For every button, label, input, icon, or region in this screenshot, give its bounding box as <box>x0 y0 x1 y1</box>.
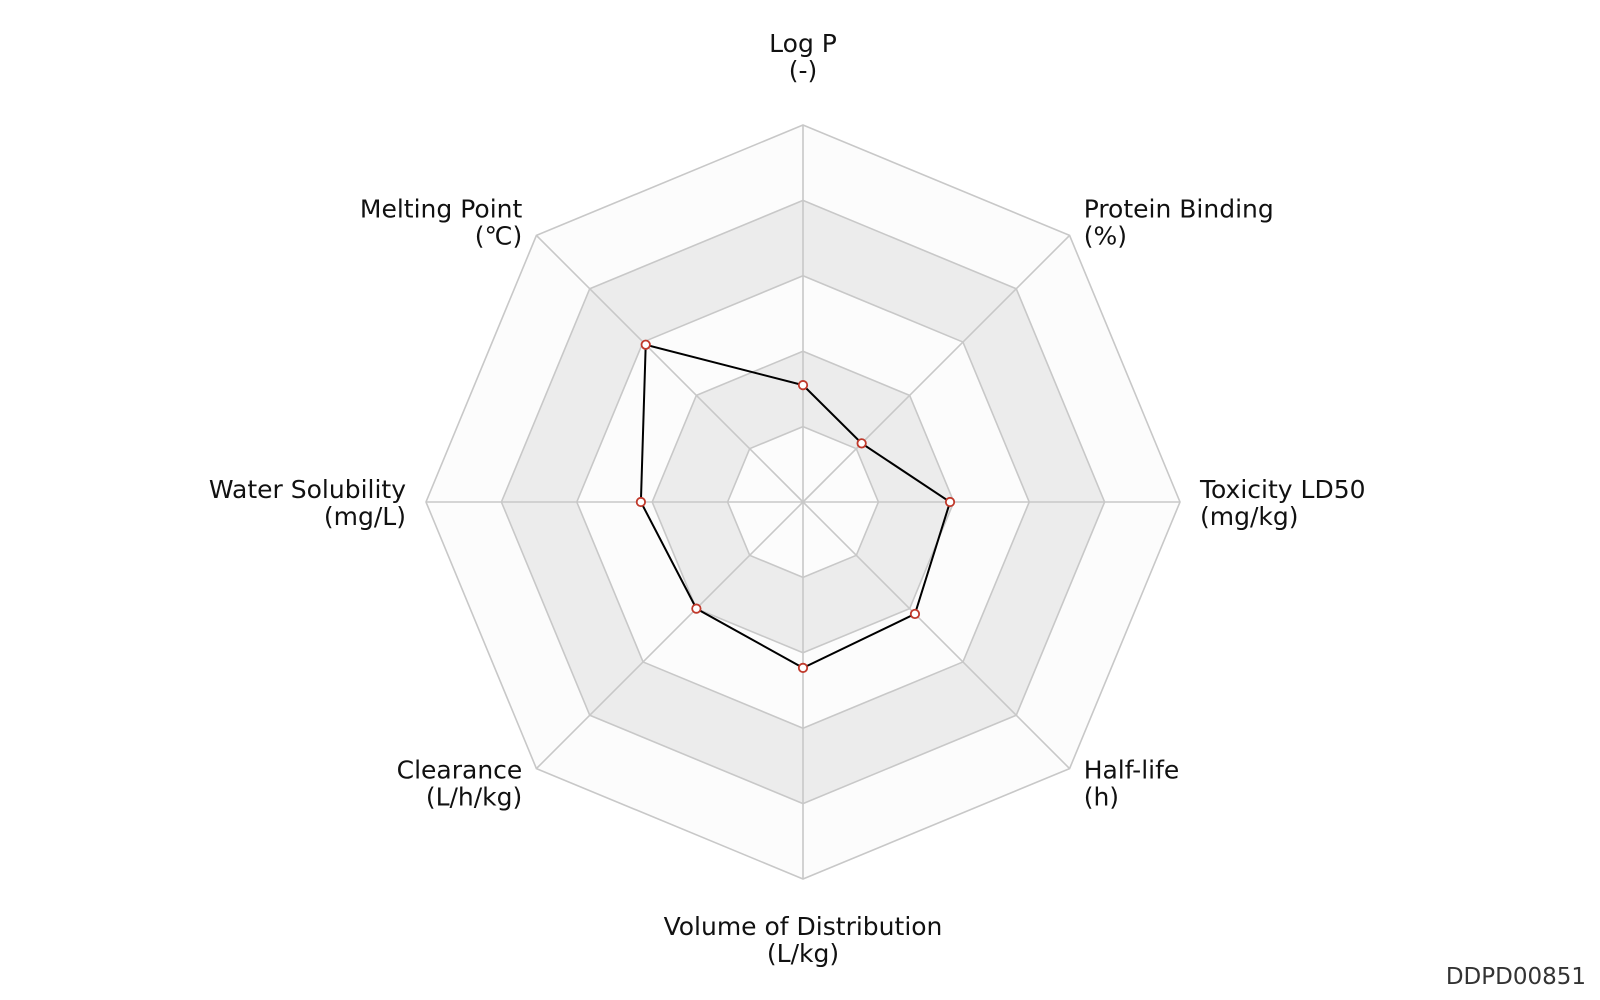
axis-spoke-1 <box>802 234 1071 503</box>
axis-unit-5: (L/h/kg) <box>426 783 522 812</box>
axis-spoke-7 <box>535 234 804 503</box>
axis-unit-7: (℃) <box>475 221 523 250</box>
axis-labels: Log P(-)Protein Binding(%)Toxicity LD50(… <box>209 29 1366 968</box>
chart-id-label: DDPD00851 <box>1445 964 1586 990</box>
data-point-3 <box>909 608 921 620</box>
axis-unit-4: (L/kg) <box>767 939 839 968</box>
data-point-6 <box>635 496 646 508</box>
axis-unit-0: (-) <box>789 56 818 85</box>
axis-unit-3: (h) <box>1084 783 1119 812</box>
data-point-1 <box>856 438 867 449</box>
axis-label-1: Protein Binding <box>1084 194 1274 223</box>
data-series <box>635 339 956 673</box>
axis-label-3: Half-life <box>1084 756 1180 785</box>
axis-label-7: Melting Point <box>360 194 523 223</box>
axis-spoke-5 <box>535 501 804 770</box>
axis-unit-2: (mg/kg) <box>1200 502 1299 531</box>
axis-label-5: Clearance <box>397 756 523 785</box>
axis-unit-1: (%) <box>1084 221 1127 250</box>
axis-label-4: Volume of Distribution <box>664 912 943 941</box>
axis-label-6: Water Solubility <box>209 475 406 504</box>
axis-spoke-3 <box>802 501 1071 770</box>
data-point-0 <box>797 380 809 391</box>
data-point-2 <box>944 496 956 508</box>
axis-unit-6: (mg/L) <box>324 502 406 531</box>
axis-spokes <box>426 125 1180 879</box>
data-point-5 <box>691 603 702 614</box>
axis-label-2: Toxicity LD50 <box>1199 475 1366 504</box>
axis-label-0: Log P <box>769 29 837 58</box>
data-point-4 <box>797 662 809 673</box>
data-point-7 <box>640 339 651 350</box>
